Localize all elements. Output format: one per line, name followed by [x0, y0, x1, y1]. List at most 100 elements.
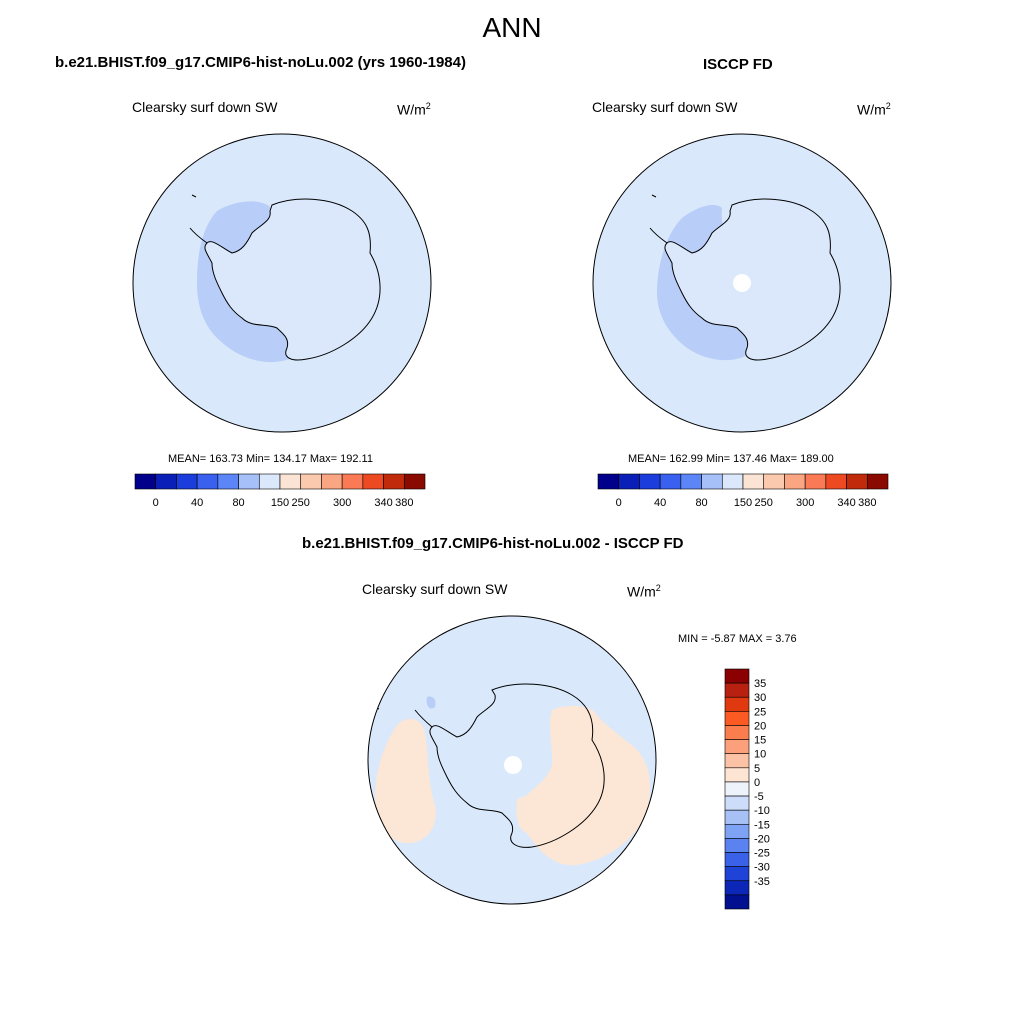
- panel2-colorbar-swatch: [784, 473, 806, 490]
- panel3-colorbar-tick-label: -30: [754, 862, 770, 874]
- panel2-colorbar-tick-label: 250: [755, 497, 773, 509]
- panel3-colorbar-swatch: [724, 767, 750, 783]
- panel3-colorbar-swatch: [724, 668, 750, 684]
- panel1-colorbar-swatch: [196, 473, 219, 490]
- panel1-colorbar-swatch: [321, 473, 343, 490]
- panel2-antarctica-coast: [664, 198, 841, 361]
- panel3-colorbar-swatch: [724, 725, 750, 740]
- panel3-colorbar-tick-label: 35: [754, 678, 766, 690]
- panel2-stats: MEAN= 162.99 Min= 137.46 Max= 189.00: [628, 453, 834, 465]
- panel2-colorbar-swatch: [763, 473, 785, 490]
- panel3-positive-region-west: [375, 718, 436, 844]
- panel1-colorbar-swatch: [217, 473, 239, 490]
- panel3-colorbar-swatch: [724, 781, 750, 797]
- panel3-colorbar-swatch: [724, 795, 750, 811]
- panel3-colorbar-tick-label: 30: [754, 692, 766, 704]
- season-title: ANN: [482, 12, 542, 43]
- panel3-colorbar-swatch: [724, 838, 750, 853]
- panel3-colorbar-swatch: [724, 739, 750, 755]
- panel2-peninsula-coast: [649, 194, 668, 244]
- panel3-colorbar-tick-label: -25: [754, 848, 770, 860]
- panel1-colorbar-tick-label: 300: [333, 497, 351, 509]
- panel1-colorbar-swatch: [341, 473, 364, 490]
- panel2-colorbar-tick-label: 300: [796, 497, 814, 509]
- panel1-map-border: [132, 133, 432, 433]
- panel1-units-sup: 2: [425, 101, 431, 111]
- panel2-units-sup: 2: [885, 101, 891, 111]
- panel1-colorbar-swatch: [362, 473, 384, 490]
- panel3-colorbar-tick-label: 5: [754, 763, 760, 775]
- panel1-units: W/m2: [397, 101, 431, 118]
- panel2-colorbar-tick-label: 0: [616, 497, 622, 509]
- panel1-colorbar-tick-label: 380: [395, 497, 413, 509]
- panel1-units-text: W/m: [397, 101, 426, 118]
- panel2-colorbar-swatch: [804, 473, 827, 490]
- panel1-colorbar-swatch: [134, 473, 157, 490]
- panel2-colorbar-swatch: [846, 473, 868, 490]
- panel3-stats: MIN = -5.87 MAX = 3.76: [678, 633, 797, 645]
- panel2-colorbar-swatch: [618, 473, 640, 490]
- panel3-units: W/m2: [627, 583, 661, 600]
- panel3-colorbar-tick-label: 15: [754, 735, 766, 747]
- panel3-units-text: W/m: [627, 583, 656, 600]
- panel3-colorbar-tick-label: -10: [754, 805, 770, 817]
- panel1-colorbar-tick-label: 150: [271, 497, 289, 509]
- panel3-colorbar-tick-label: -20: [754, 833, 770, 845]
- panel1-colorbar-swatch: [238, 473, 260, 490]
- panel2-colorbar-tick-label: 40: [654, 497, 666, 509]
- panel1-title: b.e21.BHIST.f09_g17.CMIP6-hist-noLu.002 …: [55, 54, 466, 71]
- panel3-colorbar-swatch: [724, 753, 750, 769]
- panel3-map: [367, 615, 657, 905]
- panel3-colorbar-tick-label: -5: [754, 791, 764, 803]
- panel3-antarctica-coast: [429, 683, 605, 848]
- panel2-colorbar-tick-label: 380: [858, 497, 876, 509]
- panel3-colorbar: 35 30 25 20 15 10 5 0 -5 -10 -15 -20 -25 -30 -35: [724, 668, 770, 910]
- panel1-colorbar-swatch: [300, 473, 322, 490]
- panel3-negative-patch: [426, 696, 436, 709]
- panel3-colorbar-swatch: [724, 711, 750, 726]
- panel3-variable: Clearsky surf down SW: [362, 581, 508, 597]
- panel3-colorbar-tick-label: 0: [754, 777, 760, 789]
- panel3-colorbar-swatch: [724, 866, 750, 882]
- panel3-colorbar-swatch: [724, 880, 750, 896]
- panel3-units-sup: 2: [655, 583, 661, 593]
- panel2-units: W/m2: [857, 101, 891, 118]
- panel1-map: [132, 133, 432, 433]
- panel1-variable: Clearsky surf down SW: [132, 99, 278, 115]
- panel2-colorbar-swatch: [825, 473, 847, 490]
- panel1-colorbar-swatch: [383, 473, 405, 490]
- panel3-colorbar-tick-label: -15: [754, 819, 770, 831]
- panel2-colorbar-swatch: [659, 473, 682, 490]
- panel1-colorbar-tick-label: 0: [153, 497, 159, 509]
- panel2-colorbar-swatch: [639, 473, 661, 490]
- panel1-colorbar-swatch: [155, 473, 177, 490]
- panel2-colorbar-swatch: [721, 473, 744, 490]
- panel3-map-border: [367, 615, 657, 905]
- panel1-colorbar-tick-label: 340: [374, 497, 392, 509]
- panel2-map: [592, 133, 892, 433]
- panel1-colorbar: 0 40 80 150 250 300 340 380: [134, 473, 426, 509]
- panel2-colorbar-tick-label: 150: [734, 497, 752, 509]
- panel2-colorbar-tick-label: 80: [695, 497, 707, 509]
- panel3-colorbar-swatch: [724, 894, 750, 910]
- panel3-colorbar-swatch: [724, 809, 750, 825]
- panel2-colorbar-swatch: [742, 473, 765, 490]
- panel2-colorbar: 0 40 80 150 250 300 340 380: [597, 473, 889, 509]
- panel2-colorbar-swatch: [680, 473, 702, 490]
- panel3-colorbar-tick-label: 10: [754, 749, 766, 761]
- panel3-colorbar-tick-label: 20: [754, 720, 766, 732]
- panel1-colorbar-tick-label: 80: [232, 497, 244, 509]
- panel1-stats: MEAN= 163.73 Min= 134.17 Max= 192.11: [168, 453, 373, 465]
- panel3-colorbar-swatch: [724, 696, 750, 712]
- panel2-colorbar-tick-label: 340: [837, 497, 855, 509]
- panel2-title: ISCCP FD: [703, 56, 773, 73]
- panel2-colorbar-swatch: [866, 473, 889, 490]
- panel3-missing-pole: [504, 756, 522, 774]
- panel2-variable: Clearsky surf down SW: [592, 99, 738, 115]
- panel2-map-border: [592, 133, 892, 433]
- panel3-colorbar-tick-label: 25: [754, 706, 766, 718]
- panel3-positive-region-east: [521, 705, 651, 866]
- panel1-colorbar-tick-label: 250: [292, 497, 310, 509]
- panel1-peninsula-coast: [189, 194, 208, 244]
- panel1-colorbar-swatch: [258, 473, 281, 490]
